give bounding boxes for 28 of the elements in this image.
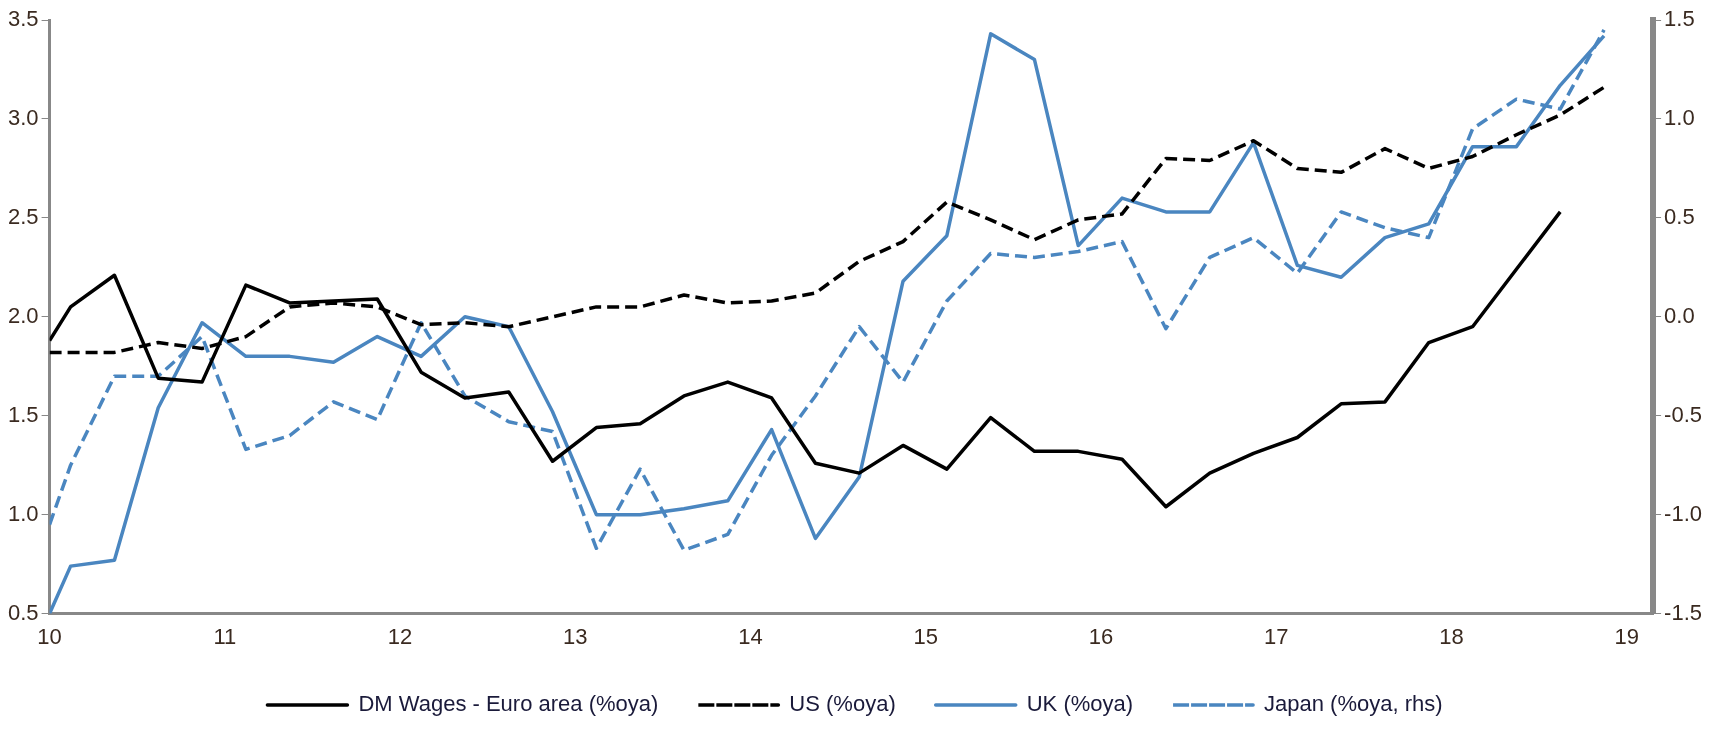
x-tick-label: 15 — [913, 623, 939, 649]
x-tick-label: 18 — [1439, 623, 1464, 649]
legend-label: UK (%oya) — [1026, 691, 1134, 717]
x-tick-label: 12 — [387, 623, 413, 649]
y2-tick-label: 1.5 — [1664, 6, 1695, 32]
x-tick-label: 10 — [37, 623, 62, 649]
legend-label: DM Wages - Euro area (%oya) — [358, 691, 659, 717]
x-tick-label: 16 — [1088, 623, 1114, 649]
legend-label: Japan (%oya, rhs) — [1264, 691, 1443, 717]
x-tick-label: 13 — [563, 623, 588, 649]
legend-label: US (%oya) — [789, 691, 896, 717]
y2-tick-label: 0.5 — [1664, 203, 1695, 229]
x-tick-label: 19 — [1614, 623, 1640, 649]
y2-tick-label: -1.5 — [1664, 599, 1703, 625]
y-tick-label: 0.5 — [7, 599, 39, 625]
x-tick-label: 17 — [1264, 623, 1289, 649]
y2-tick-label: 0.0 — [1664, 302, 1695, 328]
y-tick-label: 3.5 — [7, 6, 39, 32]
y-tick-label: 2.0 — [7, 302, 39, 328]
y-tick-label: 3.0 — [7, 105, 39, 130]
y-tick-label: 1.0 — [7, 500, 39, 526]
y2-tick-label: -0.5 — [1664, 401, 1703, 427]
y-tick-label: 2.5 — [7, 203, 39, 229]
y2-tick-label: 1.0 — [1664, 105, 1695, 130]
y2-tick-label: -1.0 — [1664, 500, 1703, 526]
x-tick-label: 11 — [213, 623, 237, 649]
x-tick-label: 14 — [738, 623, 763, 649]
y-tick-label: 1.5 — [7, 401, 39, 427]
